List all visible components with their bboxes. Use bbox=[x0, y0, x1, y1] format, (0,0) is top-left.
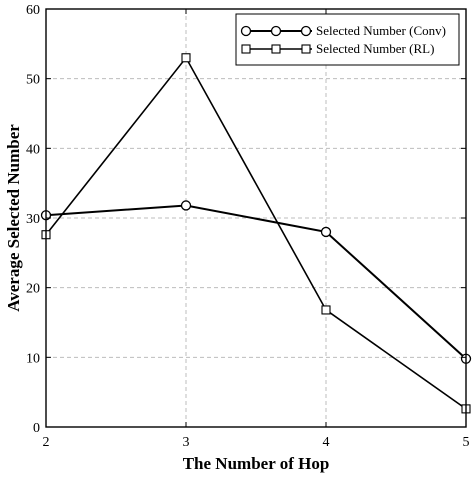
tick-layer: 0 10 20 30 40 50 60 2 3 4 5 bbox=[26, 3, 470, 450]
legend-marker bbox=[270, 25, 282, 37]
series-rl bbox=[41, 53, 471, 414]
y-tick-label: 40 bbox=[26, 142, 40, 157]
x-axis-title: The Number of Hop bbox=[183, 454, 330, 473]
legend-label: Selected Number (Conv) bbox=[316, 23, 446, 38]
legend-marker bbox=[271, 44, 281, 54]
legend-marker bbox=[301, 44, 311, 54]
x-tick-label: 3 bbox=[183, 435, 190, 450]
legend: Selected Number (Conv) Selected Number (R… bbox=[235, 13, 460, 66]
legend-marker bbox=[300, 25, 312, 37]
y-tick-label: 0 bbox=[33, 421, 40, 436]
y-tick-label: 30 bbox=[26, 212, 40, 227]
series-line-conv bbox=[45, 204, 467, 360]
data-point-rl bbox=[321, 305, 331, 315]
legend-marker bbox=[240, 25, 252, 37]
data-point-conv bbox=[320, 226, 332, 238]
series-conv bbox=[40, 200, 472, 364]
legend-marker bbox=[241, 44, 251, 54]
legend-label: Selected Number (RL) bbox=[316, 41, 434, 56]
legend-item-conv: Selected Number (Conv) bbox=[240, 23, 446, 38]
data-point-conv bbox=[180, 200, 192, 211]
legend-box bbox=[235, 13, 460, 66]
y-tick-label: 20 bbox=[26, 282, 40, 297]
legend-item-rl: Selected Number (RL) bbox=[241, 41, 434, 56]
x-tick-label: 5 bbox=[463, 435, 470, 450]
y-axis-title: Average Selected Number bbox=[4, 124, 23, 312]
y-tick-label: 60 bbox=[26, 3, 40, 18]
series-layer bbox=[40, 53, 472, 414]
series-line-rl bbox=[45, 56, 467, 410]
data-point-rl bbox=[181, 53, 191, 63]
x-tick-label: 2 bbox=[43, 435, 50, 450]
x-tick-label: 4 bbox=[323, 435, 330, 450]
y-tick-label: 10 bbox=[26, 351, 40, 366]
y-tick-label: 50 bbox=[26, 73, 40, 88]
